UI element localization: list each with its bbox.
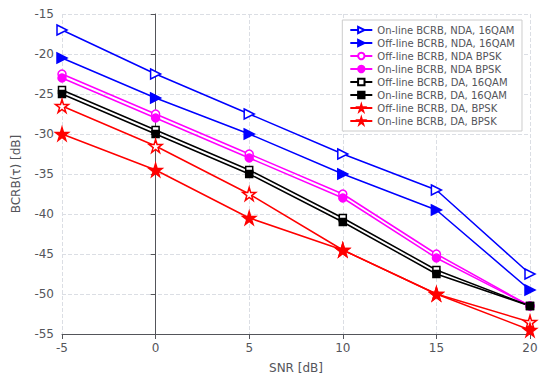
svg-text:-35: -35 xyxy=(34,167,54,181)
svg-text:-55: -55 xyxy=(34,327,54,341)
svg-text:0: 0 xyxy=(152,341,160,355)
svg-text:10: 10 xyxy=(335,341,350,355)
svg-text:On-line BCRB, DA, BPSK: On-line BCRB, DA, BPSK xyxy=(377,116,497,127)
svg-text:Off-line BCRB, DA, 16QAM: Off-line BCRB, DA, 16QAM xyxy=(377,77,507,88)
svg-text:SNR [dB]: SNR [dB] xyxy=(269,361,323,375)
svg-text:-45: -45 xyxy=(34,247,54,261)
svg-text:-5: -5 xyxy=(56,341,68,355)
svg-text:-15: -15 xyxy=(34,7,54,21)
svg-text:-30: -30 xyxy=(34,127,54,141)
svg-text:Off-line BCRB, NDA, 16QAM: Off-line BCRB, NDA, 16QAM xyxy=(377,38,515,49)
svg-text:15: 15 xyxy=(429,341,444,355)
svg-text:Off-line BCRB, NDA BPSK: Off-line BCRB, NDA BPSK xyxy=(377,51,502,62)
svg-text:20: 20 xyxy=(522,341,537,355)
svg-text:-40: -40 xyxy=(34,207,54,221)
svg-text:-50: -50 xyxy=(34,287,54,301)
svg-text:BCRB(τ) [dB]: BCRB(τ) [dB] xyxy=(9,135,23,214)
svg-text:-25: -25 xyxy=(34,87,54,101)
svg-text:On-line BCRB, NDA BPSK: On-line BCRB, NDA BPSK xyxy=(377,64,501,75)
svg-text:Off-line BCRB, DA, BPSK: Off-line BCRB, DA, BPSK xyxy=(377,103,497,114)
svg-text:-20: -20 xyxy=(34,47,54,61)
svg-text:On-line BCRB, NDA, 16QAM: On-line BCRB, NDA, 16QAM xyxy=(377,25,514,36)
svg-text:On-line BCRB, DA, 16QAM: On-line BCRB, DA, 16QAM xyxy=(377,90,507,101)
svg-text:5: 5 xyxy=(245,341,253,355)
